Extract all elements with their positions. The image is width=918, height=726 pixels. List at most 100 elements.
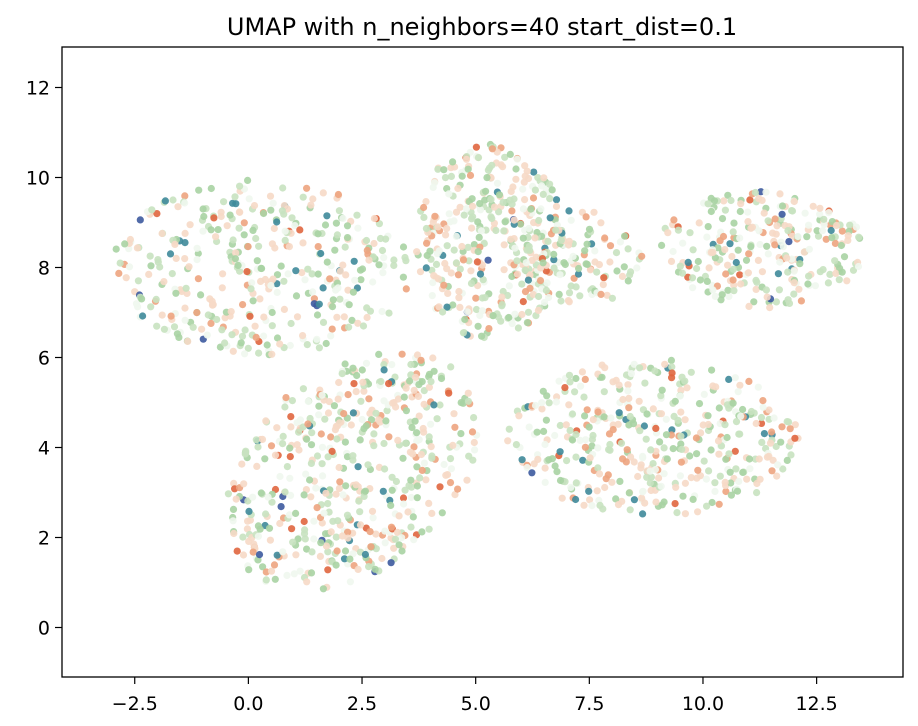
scatter-point [689, 246, 697, 254]
scatter-point [704, 200, 712, 208]
scatter-point [493, 179, 502, 187]
scatter-point [586, 496, 594, 504]
scatter-point [319, 318, 328, 326]
scatter-point [688, 274, 697, 282]
scatter-point [524, 308, 533, 316]
scatter-point [262, 417, 270, 425]
scatter-point [268, 240, 276, 248]
scatter-point [692, 434, 701, 442]
scatter-point [321, 221, 330, 229]
scatter-point [752, 276, 760, 284]
scatter-point [527, 205, 535, 213]
scatter-point [582, 436, 590, 444]
scatter-point [335, 378, 343, 387]
scatter-point [605, 430, 614, 438]
scatter-point [687, 474, 695, 482]
scatter-point [672, 483, 680, 491]
scatter-point [354, 319, 362, 327]
scatter-point [555, 377, 563, 385]
scatter-point [407, 493, 415, 502]
scatter-point [721, 246, 729, 254]
x-tick-label: 0.0 [233, 693, 263, 715]
scatter-point [579, 456, 587, 464]
scatter-point [618, 272, 627, 280]
scatter-point [258, 435, 267, 443]
scatter-point [322, 542, 331, 550]
scatter-point [267, 281, 275, 290]
scatter-point [280, 277, 288, 285]
scatter-point [501, 218, 509, 226]
scatter-point [724, 261, 732, 269]
scatter-point [612, 249, 621, 257]
scatter-point [420, 213, 428, 221]
scatter-point [291, 222, 299, 230]
scatter-point [704, 223, 712, 231]
scatter-point [204, 311, 212, 319]
scatter-point [322, 489, 330, 497]
scatter-point [459, 329, 467, 337]
scatter-point [367, 543, 375, 551]
scatter-point [268, 322, 276, 330]
scatter-point [413, 351, 422, 359]
scatter-point [236, 182, 244, 190]
scatter-point [614, 420, 622, 428]
scatter-point [831, 239, 840, 247]
scatter-point [433, 415, 441, 423]
scatter-point [286, 444, 294, 452]
scatter-point [237, 339, 245, 347]
scatter-point [198, 325, 206, 333]
scatter-point [581, 375, 589, 383]
scatter-point [287, 319, 295, 328]
scatter-point [282, 394, 290, 402]
scatter-point [697, 429, 705, 437]
scatter-point [418, 466, 426, 474]
scatter-point [244, 344, 252, 352]
scatter-point [361, 550, 369, 559]
scatter-point [730, 287, 738, 295]
scatter-point [825, 209, 833, 217]
scatter-point [255, 242, 263, 250]
scatter-point [739, 468, 747, 476]
scatter-point [378, 554, 386, 563]
scatter-point [467, 279, 476, 287]
scatter-point [413, 463, 421, 471]
scatter-point [429, 279, 437, 287]
scatter-point [600, 274, 608, 282]
scatter-point [268, 350, 276, 358]
scatter-point [568, 410, 577, 418]
scatter-point [283, 463, 291, 471]
scatter-point [727, 196, 735, 205]
scatter-point [534, 306, 543, 314]
scatter-point [253, 462, 261, 470]
scatter-point [649, 460, 657, 468]
scatter-point [256, 525, 264, 533]
scatter-point [722, 455, 730, 463]
scatter-point [336, 267, 344, 275]
scatter-point [404, 508, 412, 516]
scatter-point [461, 315, 469, 323]
scatter-point [786, 425, 794, 433]
scatter-point [595, 470, 604, 478]
scatter-point [454, 485, 462, 493]
scatter-point [259, 563, 267, 571]
scatter-point [430, 367, 438, 375]
scatter-point [760, 209, 768, 217]
scatter-point [818, 227, 827, 235]
scatter-point [509, 183, 517, 191]
scatter-point [805, 221, 813, 229]
scatter-point [260, 313, 268, 321]
scatter-point [613, 267, 621, 275]
scatter-point [407, 360, 415, 369]
scatter-point [254, 532, 262, 540]
scatter-point [229, 517, 237, 525]
scatter-point [394, 436, 402, 444]
scatter-point [567, 216, 575, 224]
scatter-point [765, 406, 773, 414]
scatter-point [343, 234, 352, 242]
scatter-point [616, 477, 624, 485]
scatter-point [472, 294, 480, 302]
scatter-point [229, 236, 237, 244]
scatter-point [827, 226, 835, 235]
scatter-point [422, 476, 430, 484]
